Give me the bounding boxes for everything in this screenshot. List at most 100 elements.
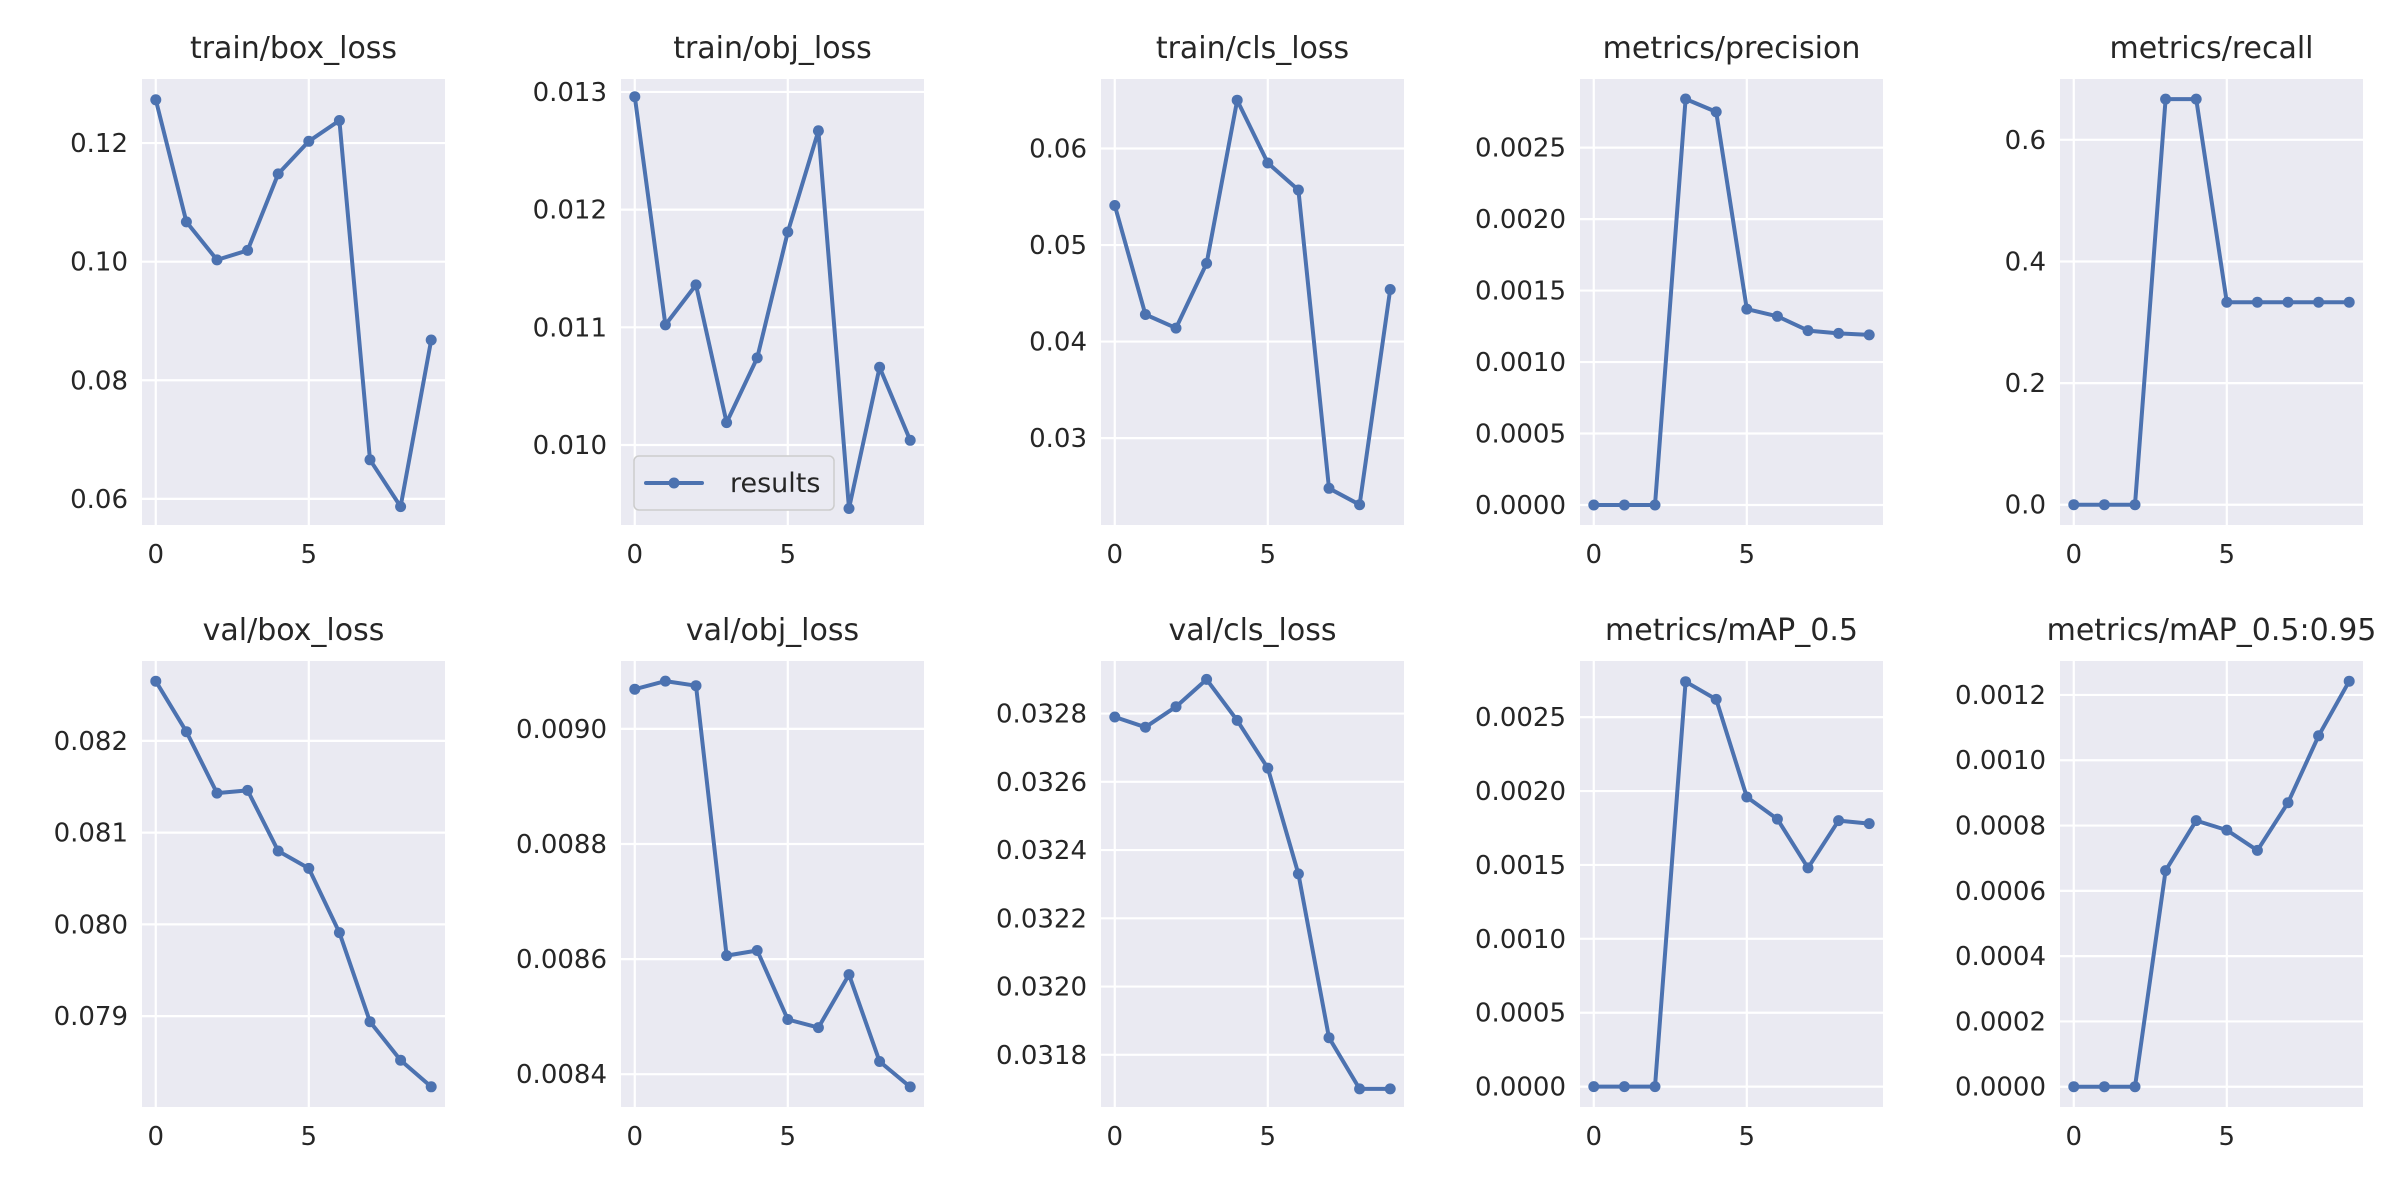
subplot-title: train/box_loss bbox=[190, 31, 397, 66]
data-point bbox=[904, 434, 916, 446]
data-point bbox=[1262, 762, 1274, 774]
plot-area bbox=[621, 661, 924, 1107]
y-tick-label: 0.0015 bbox=[1475, 851, 1566, 881]
y-tick-label: 0.0090 bbox=[516, 715, 607, 745]
x-tick-label: 5 bbox=[1260, 1122, 1277, 1152]
data-point bbox=[272, 168, 284, 180]
y-tick-label: 0.0320 bbox=[996, 973, 1087, 1003]
y-tick-label: 0.06 bbox=[70, 485, 128, 515]
y-tick-label: 0.012 bbox=[533, 196, 607, 226]
data-point bbox=[150, 675, 162, 687]
series-line bbox=[632, 94, 913, 511]
series-line bbox=[2071, 679, 2352, 1089]
series-line bbox=[153, 679, 434, 1089]
data-point bbox=[2221, 824, 2233, 836]
data-point bbox=[303, 862, 315, 874]
plot-area bbox=[142, 661, 445, 1107]
data-point bbox=[1588, 1081, 1600, 1093]
subplot-metrics-precision: 0 5 0.0000 0.0005 0.0010 0.0015 0.0020 0.0025 me… bbox=[1475, 31, 1883, 570]
plot-area bbox=[1101, 661, 1404, 1107]
data-point bbox=[812, 1022, 824, 1034]
y-tick-label: 0.0008 bbox=[1955, 812, 2046, 842]
y-tick-label: 0.0015 bbox=[1475, 277, 1566, 307]
data-point bbox=[874, 1056, 886, 1067]
y-tick-label: 0.12 bbox=[70, 129, 128, 159]
y-tick-label: 0.0000 bbox=[1955, 1073, 2046, 1103]
x-tick-label: 0 bbox=[626, 540, 643, 570]
data-point bbox=[180, 216, 192, 228]
data-point bbox=[1323, 482, 1335, 494]
subplot-metrics-map-0-5: 0 5 0.0000 0.0005 0.0010 0.0015 0.0020 0.0025 me… bbox=[1475, 613, 1883, 1152]
data-point bbox=[629, 91, 641, 103]
data-point bbox=[242, 784, 254, 796]
data-point bbox=[1771, 310, 1783, 322]
y-tick-label: 0.0002 bbox=[1955, 1007, 2046, 1037]
y-tick-label: 0.0012 bbox=[1955, 681, 2046, 711]
data-point bbox=[1384, 1083, 1396, 1095]
x-tick-label: 0 bbox=[1106, 540, 1123, 570]
data-point bbox=[2160, 865, 2172, 877]
y-tick-label: 0.04 bbox=[1029, 328, 1087, 358]
subplot-val-obj-loss: 0 5 0.0084 0.0086 0.0088 0.0090 val/obj_loss bbox=[516, 613, 924, 1152]
subplot-title: metrics/precision bbox=[1603, 31, 1861, 66]
series-line bbox=[632, 679, 913, 1089]
y-tick-label: 0.2 bbox=[2005, 369, 2046, 399]
y-tick-label: 0.010 bbox=[533, 431, 607, 461]
data-point bbox=[2251, 844, 2263, 856]
legend-marker bbox=[668, 477, 680, 489]
data-point bbox=[180, 726, 192, 738]
data-point bbox=[2098, 499, 2110, 511]
data-point bbox=[1802, 862, 1814, 874]
data-point bbox=[2190, 93, 2202, 105]
data-point bbox=[1384, 284, 1396, 295]
x-tick-label: 5 bbox=[1739, 540, 1756, 570]
y-tick-label: 0.03 bbox=[1029, 424, 1087, 454]
y-tick-label: 0.0088 bbox=[516, 830, 607, 860]
y-tick-label: 0.0084 bbox=[516, 1060, 607, 1090]
data-point bbox=[1588, 499, 1600, 511]
data-point bbox=[1680, 676, 1692, 688]
data-point bbox=[425, 1081, 437, 1093]
plot-area bbox=[142, 79, 445, 525]
data-point bbox=[782, 226, 794, 238]
data-point bbox=[659, 319, 671, 331]
data-point bbox=[1710, 106, 1722, 118]
data-point bbox=[721, 417, 733, 429]
y-tick-label: 0.0000 bbox=[1475, 491, 1566, 521]
y-tick-label: 0.08 bbox=[70, 366, 128, 396]
x-tick-label: 5 bbox=[301, 1122, 318, 1152]
x-tick-label: 5 bbox=[1260, 540, 1277, 570]
data-point bbox=[1201, 257, 1213, 269]
data-point bbox=[1231, 94, 1243, 106]
subplot-metrics-recall: 0 5 0.0 0.2 0.4 0.6 metrics/recall bbox=[2005, 31, 2363, 570]
data-point bbox=[2282, 797, 2294, 809]
data-point bbox=[150, 94, 162, 106]
y-tick-label: 0.05 bbox=[1029, 231, 1087, 261]
data-point bbox=[1201, 673, 1213, 685]
x-tick-label: 5 bbox=[301, 540, 318, 570]
data-point bbox=[1802, 325, 1814, 337]
data-point bbox=[1833, 327, 1845, 339]
data-point bbox=[1741, 303, 1753, 315]
data-point bbox=[364, 1016, 376, 1028]
data-point bbox=[1649, 499, 1661, 511]
y-tick-label: 0.0004 bbox=[1955, 942, 2046, 972]
plot-area bbox=[1580, 79, 1883, 525]
x-tick-label: 0 bbox=[147, 1122, 164, 1152]
legend-label: results bbox=[730, 468, 820, 499]
x-tick-label: 5 bbox=[2219, 1122, 2236, 1152]
data-point bbox=[1231, 714, 1243, 726]
y-tick-label: 0.0010 bbox=[1475, 348, 1566, 378]
data-point bbox=[2251, 296, 2263, 308]
series-line bbox=[1591, 679, 1872, 1089]
subplot-val-cls-loss: 0 5 0.0318 0.0320 0.0322 0.0324 0.0326 0.0328 va… bbox=[996, 613, 1404, 1152]
y-tick-label: 0.080 bbox=[54, 910, 128, 940]
data-point bbox=[2343, 296, 2355, 308]
data-point bbox=[874, 361, 886, 373]
data-point bbox=[364, 454, 376, 466]
data-point bbox=[812, 125, 824, 137]
data-point bbox=[751, 352, 763, 364]
y-tick-label: 0.0324 bbox=[996, 836, 1087, 866]
data-point bbox=[1771, 813, 1783, 825]
